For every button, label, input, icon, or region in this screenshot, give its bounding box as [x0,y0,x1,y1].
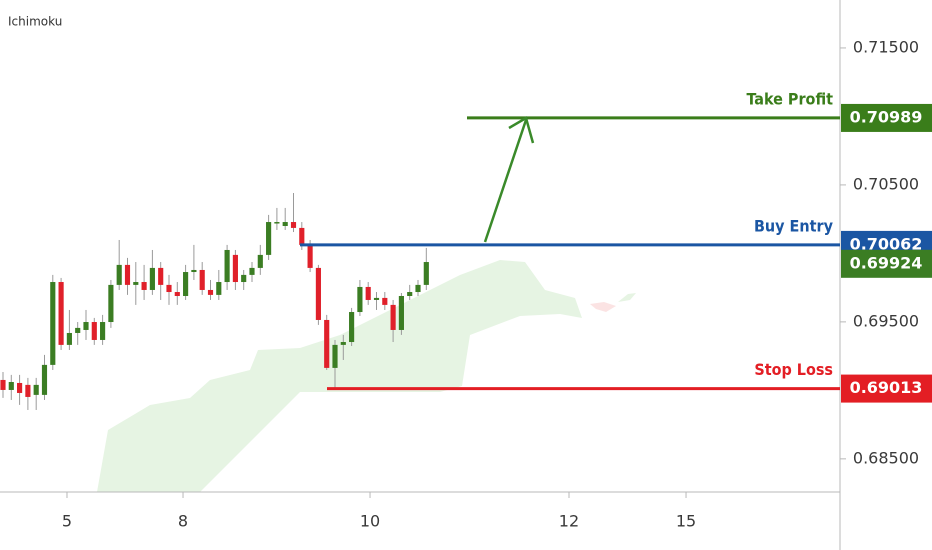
arrow-shaft [483,119,528,243]
candle-body [299,227,305,245]
candle-body [266,222,272,255]
level-price-label: 0.69013 [850,378,923,397]
candle-body [108,284,114,323]
candle-body [66,332,72,345]
arrow-head [508,116,535,144]
candle-body [241,274,247,283]
candle-body [357,286,363,313]
candle-body [307,244,313,268]
level-name: Take Profit [747,89,834,108]
x-tick-label: 10 [360,512,380,531]
candle-body [315,267,321,320]
level-name: Buy Entry [754,216,834,235]
candle-body [133,282,139,285]
candle-body [25,384,31,397]
candle-body [174,292,180,296]
candle-body [257,254,263,268]
cloud-bullish-end [618,293,636,302]
levels: Take Profit 0.70989 Buy Entry 0.70062 Stop L… [300,89,932,403]
y-tick-label: 0.68500 [853,448,919,467]
level-price-box [841,103,932,132]
candle-body [398,295,404,330]
candle-body [290,222,297,228]
x-tick-label: 15 [676,512,696,531]
cloud-bullish [97,260,582,492]
cloud-bearish [590,302,616,312]
candle-body [17,382,23,393]
x-tick-label: 8 [178,512,188,531]
candle-body [183,272,189,296]
candle-body [199,269,205,290]
arrow [483,116,535,243]
candle-body [58,282,64,345]
candle-body [373,297,380,300]
candle-body [50,282,56,365]
candle-body [149,267,155,290]
x-tick-label: 12 [559,512,579,531]
ichimoku-cloud [97,260,636,492]
candle-body [116,264,122,285]
candle-body [124,264,131,285]
candle-body [191,269,197,273]
candle-body [274,222,280,224]
candle-body [216,282,222,295]
candle-body [0,379,6,390]
candle-body [166,284,172,293]
candle-body [75,327,81,333]
candle-body [324,319,330,368]
candle-body [33,384,39,395]
candle-body [158,267,164,285]
candle-body [91,322,97,340]
level-name: Stop Loss [754,360,833,379]
candle-body [407,292,413,296]
candles [0,192,429,410]
indicator-label: Ichimoku [8,15,62,29]
last-price-box [841,249,932,278]
candle-body [415,284,421,293]
candle-body [382,297,388,305]
candle-body [8,382,14,390]
candle-body [332,344,338,368]
candle-body [83,322,89,330]
candle-body [390,304,396,330]
candle-body [41,364,48,395]
candle-body [207,289,214,295]
candle-body [249,267,255,275]
level-price-label: 0.70989 [850,107,923,126]
candle-body [340,342,346,345]
candle-body [224,249,230,283]
last-price-label: 0.69924 [850,253,923,272]
candle-body [282,222,288,227]
y-tick-label: 0.70500 [853,174,919,193]
y-tick-label: 0.71500 [853,37,919,56]
level-price-box [841,374,932,403]
x-tick-label: 5 [62,512,72,531]
axes: 0.68500 0.69500 0.70500 0.71500 5 8 10 12 15 [62,37,919,530]
candle-body [349,312,355,343]
y-tick-label: 0.69500 [853,311,919,330]
candle-body [365,286,371,300]
candle-body [423,262,429,285]
candle-body [141,282,147,290]
candle-body [100,322,106,340]
level-price-label: 0.70062 [850,234,923,253]
candle-body [232,254,238,283]
